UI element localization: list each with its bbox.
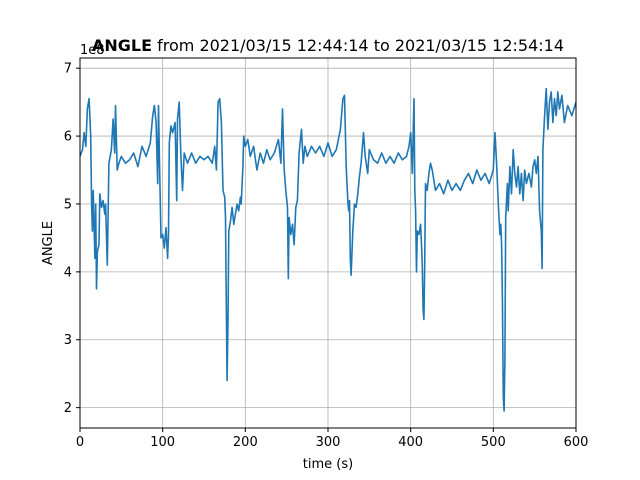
y-tick-label: 4 [64, 265, 72, 280]
y-tick-label: 3 [64, 333, 72, 348]
chart-title-variable: ANGLE [92, 36, 152, 55]
y-axis-offset-text: 1e8 [80, 43, 105, 58]
y-tick-label: 2 [64, 401, 72, 416]
chart-title: ANGLE from 2021/03/15 12:44:14 to 2021/0… [92, 36, 564, 55]
x-tick-label: 300 [316, 435, 341, 450]
series-layer [80, 87, 576, 412]
y-axis-label: ANGLE [41, 221, 56, 265]
chart-title-range: from 2021/03/15 12:44:14 to 2021/03/15 1… [152, 36, 564, 55]
x-tick-label: 600 [564, 435, 589, 450]
y-tick-label: 6 [64, 130, 72, 145]
y-tick-label: 7 [64, 62, 72, 77]
x-axis-label: time (s) [303, 457, 353, 472]
x-tick-label: 400 [398, 435, 423, 450]
series-line [80, 87, 576, 412]
x-tick-label: 500 [481, 435, 506, 450]
x-tick-label: 0 [76, 435, 84, 450]
x-tick-label: 200 [233, 435, 258, 450]
x-tick-labels: 0 100 200 300 400 500 600 [76, 435, 589, 450]
y-tick-label: 5 [64, 197, 72, 212]
y-tick-labels: 2 3 4 5 6 7 [64, 62, 72, 416]
x-tick-label: 100 [150, 435, 175, 450]
tick-marks [76, 67, 577, 432]
